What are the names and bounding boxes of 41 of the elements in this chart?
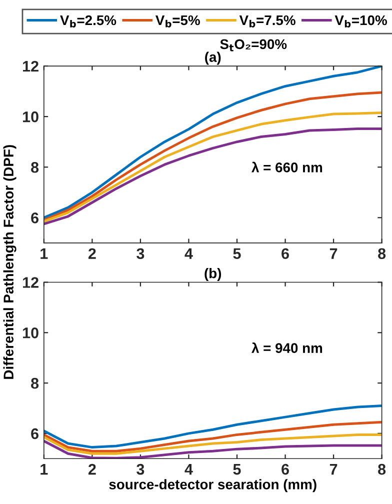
- y-tick-label: 8: [31, 378, 39, 389]
- x-tick-label: 7: [330, 464, 338, 475]
- y-tick-label: 10: [23, 111, 38, 122]
- x-tick-label: 3: [136, 248, 144, 260]
- y-tick-label: 12: [23, 277, 38, 288]
- line-series: [44, 404, 382, 449]
- chart-title: (a): [205, 52, 221, 65]
- x-tick-label: 1: [40, 248, 48, 259]
- x-tick-label: 6: [282, 464, 289, 475]
- annotation: λ = 940 nm: [252, 342, 322, 353]
- x-tick-label: 7: [330, 248, 338, 259]
- x-tick-label: 4: [184, 464, 193, 475]
- x-tick-label: 5: [233, 464, 241, 475]
- y-tick-label: 12: [23, 60, 38, 72]
- y-tick-label: 10: [23, 328, 38, 338]
- legend-label: V$_{b}$=2.5%: [60, 15, 116, 28]
- y-tick-label: 6: [31, 428, 38, 440]
- x-tick-label: 3: [136, 464, 144, 475]
- legend-label: V$_{b}$=10%: [334, 15, 387, 28]
- chart-title: (b): [204, 268, 222, 281]
- x-tick-label: 8: [378, 464, 386, 475]
- line-series: [44, 112, 382, 223]
- x-tick-label: 8: [378, 248, 386, 260]
- legend-label: V$_{b}$=5%: [155, 15, 200, 28]
- text: S$_{t}$O₂=90%: [220, 39, 287, 52]
- legend-label: V$_{b}$=7.5%: [239, 15, 296, 28]
- x-tick-label: 1: [40, 464, 48, 475]
- x-axis-title: source-detector searation (mm): [109, 479, 316, 492]
- y-tick-label: 8: [31, 162, 39, 173]
- x-tick-label: 4: [184, 248, 193, 259]
- x-tick-label: 6: [282, 248, 289, 260]
- annotation: λ = 660 nm: [252, 162, 322, 172]
- x-tick-label: 5: [233, 248, 241, 260]
- y-axis-title: Differential Pathlength Factor (DPF): [3, 145, 16, 379]
- y-tick-label: 6: [31, 212, 38, 224]
- line-series: [44, 91, 382, 222]
- line-series: [44, 420, 382, 452]
- x-tick-label: 2: [88, 464, 96, 475]
- line-series: [44, 127, 382, 226]
- line-series: [44, 433, 382, 455]
- x-tick-label: 2: [88, 248, 96, 259]
